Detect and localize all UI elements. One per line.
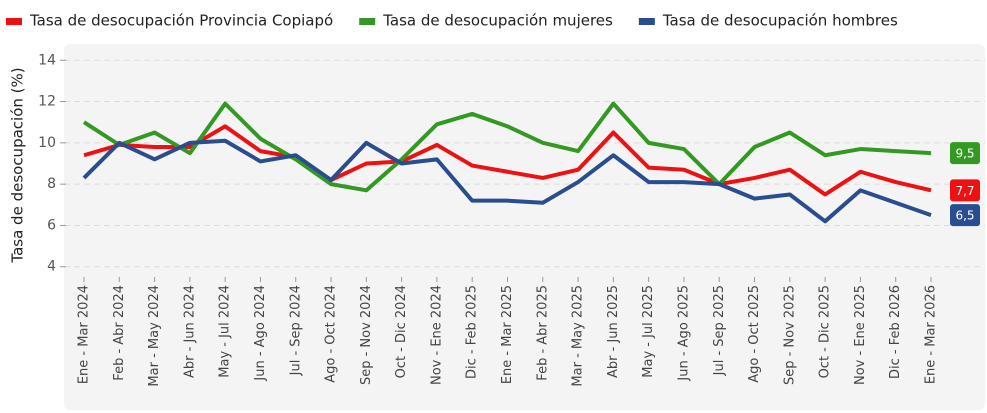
x-tick-label: Feb - Abr 2025 (535, 285, 550, 381)
x-tick-label: Sep - Nov 2024 (359, 285, 374, 385)
x-tick-label: Feb - Abr 2024 (112, 285, 127, 381)
x-tick-label: Jul - Sep 2025 (712, 285, 727, 376)
x-tick-label: Ene - Mar 2026 (924, 285, 939, 384)
end-label-box (950, 179, 980, 202)
x-tick-label: Ago - Oct 2025 (747, 285, 762, 383)
x-tick-label: Oct - Dic 2025 (818, 285, 833, 378)
end-label-box (950, 204, 980, 227)
y-tick-label: 8 (47, 176, 56, 192)
x-tick-label: Nov - Ene 2025 (853, 285, 868, 385)
plot-background (64, 44, 985, 410)
legend-label: Tasa de desocupación Provincia Copiapó (29, 12, 333, 30)
x-tick-label: Jul - Sep 2024 (288, 285, 303, 376)
x-tick-label: Mar - May 2025 (571, 285, 586, 387)
end-label: 9,5 (950, 142, 980, 165)
y-tick-label: 12 (38, 94, 56, 110)
legend-swatch (638, 18, 655, 25)
end-label-text: 7,7 (955, 184, 974, 198)
legend-label: Tasa de desocupación hombres (662, 12, 898, 30)
x-tick-label: Abr - Jun 2025 (606, 285, 621, 378)
x-tick-label: Ene - Mar 2025 (500, 285, 515, 384)
x-tick-label: Dic - Feb 2026 (888, 285, 903, 379)
end-label: 6,5 (950, 204, 980, 227)
series-line (83, 124, 932, 197)
legend-label: Tasa de desocupación mujeres (382, 12, 613, 30)
series-line (82, 138, 932, 224)
x-tick-label: Ago - Oct 2024 (324, 285, 339, 383)
end-label: 7,7 (950, 179, 980, 202)
legend-swatch (6, 18, 22, 25)
series-line (82, 101, 932, 193)
y-axis-label: Tasa de desocupación (%) (9, 67, 27, 263)
y-tick-label: 10 (38, 135, 56, 151)
x-tick-label: Dic - Feb 2025 (465, 285, 480, 379)
y-tick-label: 4 (47, 259, 56, 275)
end-label-text: 6,5 (955, 209, 974, 223)
x-tick-label: Ene - Mar 2024 (77, 285, 92, 384)
x-tick-label: Jun - Ago 2024 (253, 285, 268, 382)
end-label-box (950, 142, 980, 165)
x-tick-label: Oct - Dic 2024 (394, 285, 409, 378)
x-tick-label: Jun - Ago 2025 (676, 285, 691, 382)
x-tick-label: Abr - Jun 2024 (182, 285, 197, 378)
y-tick-label: 6 (47, 217, 56, 233)
x-tick-label: May - Jul 2024 (218, 285, 233, 378)
x-tick-label: May - Jul 2025 (641, 285, 656, 378)
legend-swatch (359, 18, 376, 25)
x-tick-label: Nov - Ene 2024 (429, 285, 444, 385)
x-tick-label: Sep - Nov 2025 (782, 285, 797, 385)
y-tick-label: 14 (38, 52, 56, 68)
x-tick-label: Mar - May 2024 (147, 285, 162, 387)
end-label-text: 9,5 (955, 147, 974, 161)
